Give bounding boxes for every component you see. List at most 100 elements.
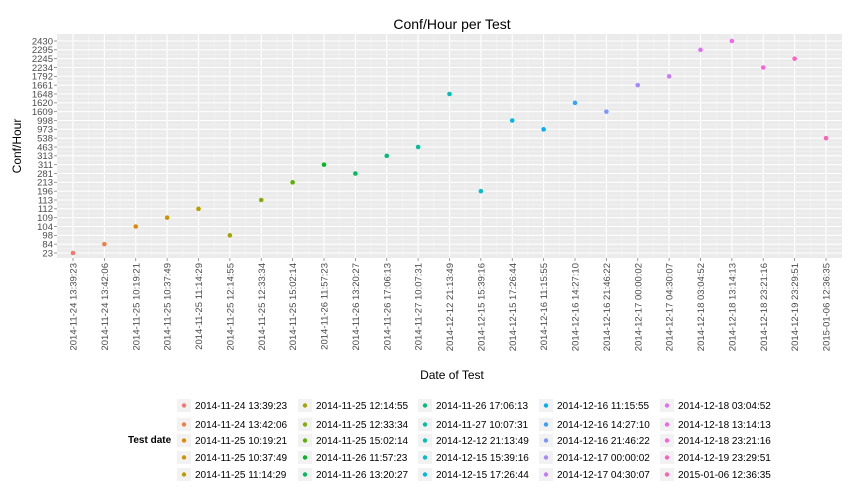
- x-tick-label: 2014-12-19 23:29:51: [790, 263, 801, 351]
- y-tick-label: 2234: [32, 63, 53, 74]
- y-tick-label: 1661: [32, 80, 53, 91]
- data-point: [70, 250, 76, 256]
- x-tick-label: 2014-11-25 10:19:21: [131, 263, 142, 351]
- legend-entry-label: 2014-11-26 11:57:23: [316, 453, 408, 464]
- data-point: [509, 118, 515, 123]
- legend-entry-label: 2014-12-15 17:26:44: [436, 470, 529, 481]
- legend-title: Test date: [128, 435, 172, 446]
- legend-entry-label: 2014-12-18 23:21:16: [678, 436, 771, 447]
- y-tick-label: 538: [37, 133, 53, 144]
- data-point: [196, 206, 201, 212]
- legend-entry-label: 2014-12-16 21:46:22: [557, 436, 650, 447]
- y-tick-label: 112: [38, 204, 53, 215]
- x-tick-label: 2014-11-25 12:14:55: [225, 263, 236, 351]
- legend-key-dot: [664, 438, 670, 443]
- data-point: [823, 135, 829, 141]
- legend-entry-label: 2014-12-18 03:04:52: [678, 401, 771, 412]
- data-point: [635, 82, 641, 88]
- data-point: [604, 109, 609, 114]
- y-axis: 2384981041091121131962132813113134635389…: [32, 36, 57, 259]
- legend-entry-label: 2014-12-17 00:00:02: [557, 453, 650, 464]
- x-tick-label: 2014-12-18 13:14:13: [727, 263, 738, 351]
- legend-key-dot: [543, 438, 549, 443]
- legend-key-dot: [302, 438, 308, 443]
- legend-key-dot: [543, 403, 549, 408]
- y-tick-label: 1609: [32, 107, 53, 118]
- x-tick-label: 2014-11-27 10:07:31: [414, 263, 425, 351]
- y-axis-label: Conf/Hour: [10, 119, 24, 174]
- legend-key-dot: [302, 472, 308, 477]
- x-tick-label: 2014-11-25 11:14:29: [194, 263, 205, 350]
- legend-entry-label: 2014-11-25 12:33:34: [316, 420, 409, 431]
- legend-key-dot: [543, 422, 549, 427]
- y-tick-label: 84: [42, 239, 53, 250]
- x-tick-label: 2014-12-12 21:13:49: [445, 263, 456, 351]
- x-tick-label: 2014-12-18 23:21:16: [759, 263, 770, 351]
- x-tick-label: 2014-11-24 13:39:23: [69, 263, 80, 351]
- legend-key-dot: [422, 438, 428, 443]
- x-tick-label: 2014-12-15 15:39:16: [476, 263, 487, 351]
- data-point: [164, 215, 170, 220]
- y-tick-label: 2430: [32, 36, 53, 47]
- legend-entry-label: 2014-11-26 17:06:13: [436, 401, 529, 412]
- data-point: [102, 241, 107, 247]
- legend-entry-label: 2014-11-25 10:19:21: [195, 436, 288, 447]
- data-point: [572, 100, 578, 106]
- legend-entry-label: 2014-11-24 13:42:06: [195, 420, 288, 431]
- legend-entry-label: 2014-11-25 12:14:55: [316, 401, 409, 412]
- legend-key-dot: [302, 403, 308, 408]
- legend-entry-label: 2014-12-18 13:14:13: [678, 420, 771, 431]
- y-tick-label: 113: [38, 195, 53, 206]
- legend-key-dot: [181, 422, 187, 427]
- x-tick-label: 2014-11-25 12:33:34: [257, 263, 268, 351]
- legend-key-dot: [181, 403, 187, 408]
- x-tick-label: 2015-01-06 12:36:35: [822, 263, 833, 351]
- legend-key-dot: [543, 455, 549, 460]
- data-point: [729, 38, 735, 44]
- x-tick-label: 2014-11-24 13:42:06: [100, 263, 111, 351]
- legend-entry-label: 2014-12-19 23:29:51: [678, 453, 771, 464]
- x-tick-label: 2014-11-26 13:20:27: [351, 263, 362, 351]
- x-axis: 2014-11-24 13:39:23 2014-11-24 13:42:06 20…: [69, 258, 833, 351]
- x-tick-label: 2014-12-16 11:15:55: [539, 263, 550, 351]
- legend-key-dot: [422, 422, 428, 427]
- y-tick-label: 998: [37, 116, 53, 127]
- x-tick-label: 2014-11-26 17:06:13: [382, 263, 393, 351]
- x-tick-label: 2014-11-26 11:57:23: [320, 263, 331, 350]
- legend-key-dot: [302, 455, 308, 460]
- y-tick-label: 98: [42, 231, 53, 242]
- y-tick-label: 973: [37, 125, 53, 136]
- data-point: [353, 171, 358, 176]
- y-tick-label: 1648: [32, 89, 53, 100]
- data-point: [415, 144, 421, 150]
- legend-key-dot: [664, 422, 670, 427]
- legend-key-dot: [181, 455, 187, 460]
- data-point: [447, 91, 452, 97]
- x-axis-label: Date of Test: [420, 368, 484, 382]
- legend-entry-label: 2014-12-16 11:15:55: [557, 401, 650, 412]
- y-tick-label: 1792: [32, 72, 53, 83]
- x-tick-label: 2014-12-18 03:04:52: [696, 263, 707, 351]
- y-tick-label: 1620: [32, 98, 53, 109]
- y-tick-label: 281: [37, 169, 53, 180]
- y-tick-label: 2295: [32, 45, 53, 56]
- y-tick-label: 104: [37, 222, 53, 233]
- x-tick-label: 2014-12-17 04:30:07: [665, 263, 676, 351]
- y-tick-label: 23: [42, 248, 53, 259]
- data-point: [698, 47, 703, 53]
- data-point: [133, 224, 139, 229]
- legend-entry-label: 2014-11-25 15:02:14: [316, 436, 409, 447]
- data-point: [541, 127, 546, 132]
- y-tick-label: 109: [37, 213, 53, 224]
- legend-key-dot: [543, 472, 549, 477]
- y-tick-label: 213: [37, 178, 53, 189]
- data-point: [384, 153, 390, 159]
- legend-entry-label: 2014-11-25 10:37:49: [195, 453, 288, 464]
- x-tick-label: 2014-11-25 15:02:14: [288, 263, 299, 351]
- x-tick-label: 2014-12-15 17:26:44: [508, 263, 519, 351]
- data-point: [666, 74, 672, 79]
- legend-key-dot: [302, 422, 308, 427]
- data-point: [321, 162, 327, 167]
- data-point: [258, 197, 264, 203]
